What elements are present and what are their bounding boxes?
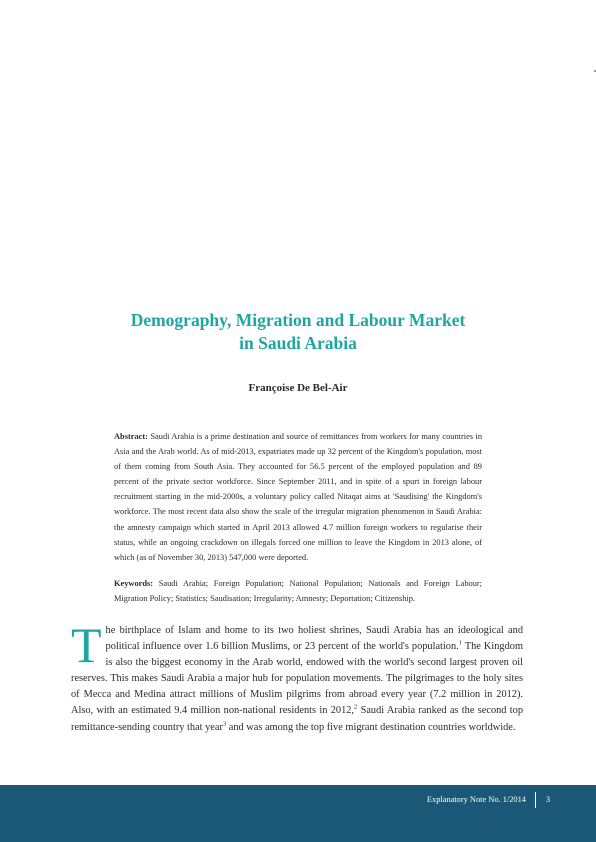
page-number: 3 — [545, 795, 550, 804]
edge-mark — [594, 70, 596, 72]
footnote-ref-2[interactable]: 2 — [354, 704, 358, 712]
body-text-part-1: he birthplace of Islam and home to its t… — [105, 625, 523, 653]
abstract: Abstract: Saudi Arabia is a prime destin… — [114, 429, 482, 565]
abstract-text: Saudi Arabia is a prime destination and … — [114, 432, 483, 562]
keywords-label: Keywords: — [114, 579, 154, 588]
abstract-label: Abstract: — [114, 432, 148, 441]
title-line-2: in Saudi Arabia — [239, 333, 357, 353]
footnote-ref-1[interactable]: 1 — [458, 639, 462, 647]
body-text-part-2: The Kingdom is also the biggest economy … — [71, 641, 523, 717]
footer-series-label: Explanatory Note No. 1/2014 — [426, 795, 526, 804]
footnote-ref-3[interactable]: 3 — [222, 720, 227, 728]
author-name: Françoise De Bel-Air — [248, 382, 348, 394]
page-footer: Explanatory Note No. 1/2014 3 — [0, 785, 596, 842]
body-text-part-3: Saudi Arabia ranked as the second top re… — [71, 705, 523, 733]
title-line-1: Demography, Migration and Labour Market — [130, 310, 466, 330]
drop-cap: T — [71, 617, 102, 673]
body-text-part-4: and was among the top five migrant desti… — [226, 721, 516, 733]
footer-divider — [535, 792, 536, 808]
keywords: Keywords: Saudi Arabia; Foreign Populati… — [114, 576, 482, 606]
keywords-text: Saudi Arabia; Foreign Population; Nation… — [114, 579, 482, 604]
paper-title: Demography, Migration and Labour Market … — [0, 309, 596, 355]
